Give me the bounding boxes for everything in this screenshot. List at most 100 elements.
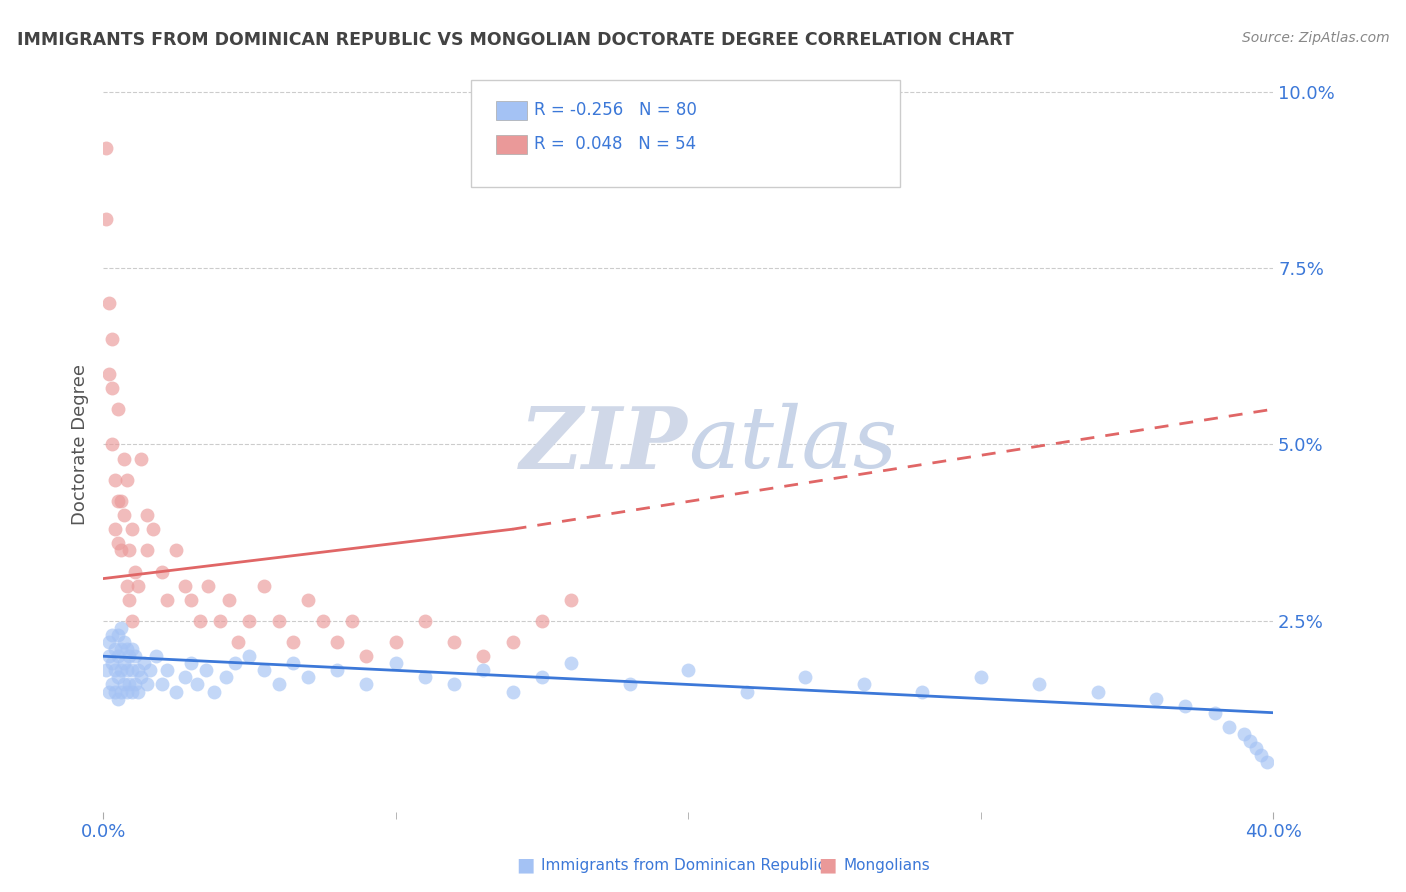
Point — [443, 635, 465, 649]
Point — [101, 332, 124, 346]
Point — [165, 543, 187, 558]
Point — [104, 473, 127, 487]
Point — [127, 579, 149, 593]
Point — [136, 508, 159, 522]
Text: ZIP: ZIP — [520, 402, 688, 486]
Point — [104, 642, 127, 657]
Point — [267, 614, 290, 628]
Point — [215, 670, 238, 684]
Point — [98, 684, 121, 698]
Point — [1256, 755, 1278, 769]
Point — [502, 635, 524, 649]
Point — [115, 642, 138, 657]
Point — [94, 664, 117, 678]
Point — [472, 649, 495, 664]
Point — [107, 628, 129, 642]
Point — [107, 649, 129, 664]
Point — [530, 614, 553, 628]
Point — [127, 684, 149, 698]
Point — [384, 635, 406, 649]
Point — [186, 677, 208, 691]
Point — [110, 494, 132, 508]
Point — [136, 677, 159, 691]
Point — [101, 628, 124, 642]
Point — [326, 664, 349, 678]
Text: atlas: atlas — [688, 403, 897, 486]
Point — [356, 649, 378, 664]
Point — [110, 621, 132, 635]
Point — [124, 677, 146, 691]
Point — [112, 657, 135, 671]
Point — [502, 684, 524, 698]
Point — [209, 614, 232, 628]
Point — [174, 670, 197, 684]
Point — [115, 684, 138, 698]
Point — [794, 670, 817, 684]
Point — [94, 211, 117, 226]
Point — [129, 670, 152, 684]
Point — [619, 677, 641, 691]
Point — [132, 657, 155, 671]
Point — [112, 508, 135, 522]
Point — [911, 684, 934, 698]
Point — [98, 649, 121, 664]
Point — [121, 664, 143, 678]
Text: R =  0.048   N = 54: R = 0.048 N = 54 — [534, 135, 696, 153]
Text: ■: ■ — [818, 855, 837, 875]
Point — [267, 677, 290, 691]
Point — [356, 677, 378, 691]
Point — [218, 592, 240, 607]
Point — [121, 522, 143, 536]
Point — [297, 592, 319, 607]
Point — [150, 677, 173, 691]
Point — [136, 543, 159, 558]
Point — [340, 614, 363, 628]
Point — [107, 536, 129, 550]
Point — [110, 543, 132, 558]
Point — [112, 635, 135, 649]
Point — [735, 684, 758, 698]
Point — [110, 684, 132, 698]
Point — [326, 635, 349, 649]
Text: R = -0.256   N = 80: R = -0.256 N = 80 — [534, 101, 697, 119]
Point — [101, 657, 124, 671]
Point — [98, 367, 121, 381]
Point — [110, 642, 132, 657]
Point — [197, 579, 219, 593]
Point — [202, 684, 225, 698]
Point — [112, 451, 135, 466]
Point — [156, 592, 179, 607]
Point — [311, 614, 333, 628]
Point — [413, 670, 436, 684]
Point — [101, 437, 124, 451]
Point — [560, 592, 582, 607]
Point — [1028, 677, 1050, 691]
Point — [1174, 698, 1197, 713]
Y-axis label: Doctorate Degree: Doctorate Degree — [72, 364, 89, 525]
Point — [115, 664, 138, 678]
Point — [101, 381, 124, 395]
Point — [194, 664, 217, 678]
Point — [1204, 706, 1226, 720]
Point — [283, 635, 305, 649]
Point — [118, 543, 141, 558]
Point — [115, 473, 138, 487]
Point — [238, 614, 260, 628]
Point — [238, 649, 260, 664]
Point — [969, 670, 991, 684]
Point — [413, 614, 436, 628]
Point — [94, 141, 117, 155]
Point — [115, 579, 138, 593]
Point — [142, 522, 165, 536]
Point — [165, 684, 187, 698]
Point — [107, 402, 129, 417]
Point — [107, 670, 129, 684]
Point — [297, 670, 319, 684]
Point — [1244, 741, 1267, 756]
Text: Mongolians: Mongolians — [844, 858, 931, 872]
Point — [145, 649, 167, 664]
Point — [156, 664, 179, 678]
Point — [104, 684, 127, 698]
Point — [443, 677, 465, 691]
Point — [180, 657, 202, 671]
